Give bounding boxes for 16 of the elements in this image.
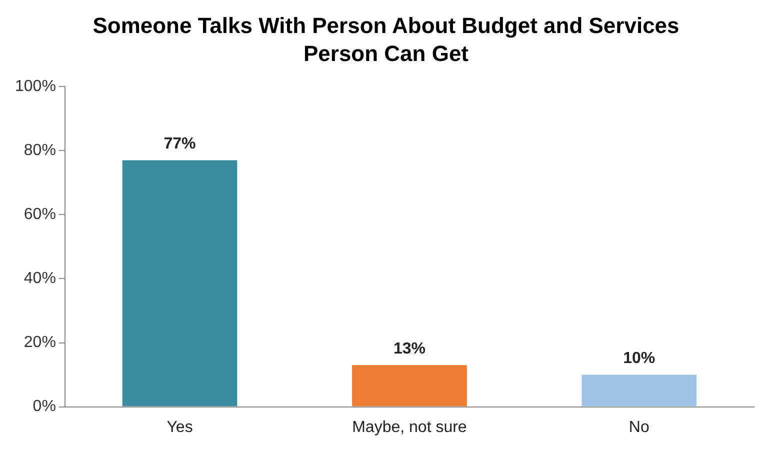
- y-tick-label: 20%: [24, 334, 56, 352]
- y-tick-label: 80%: [24, 142, 56, 160]
- data-label: 13%: [393, 340, 426, 358]
- chart-title: Someone Talks With Person About Budget and Services Person Can Get: [92, 12, 680, 68]
- x-tick-label: Maybe, not sure: [352, 418, 467, 436]
- y-tick-label: 60%: [24, 206, 56, 224]
- x-tick-label: Yes: [166, 418, 193, 436]
- x-tick-label: No: [628, 418, 650, 436]
- bar: [122, 160, 238, 406]
- y-tick-label: 100%: [15, 78, 56, 96]
- y-tick-label: 40%: [24, 270, 56, 288]
- bar: [352, 365, 467, 406]
- y-tick-label: 0%: [32, 398, 56, 416]
- data-label: 10%: [623, 350, 656, 368]
- data-label: 77%: [164, 136, 196, 153]
- bar: [582, 374, 697, 406]
